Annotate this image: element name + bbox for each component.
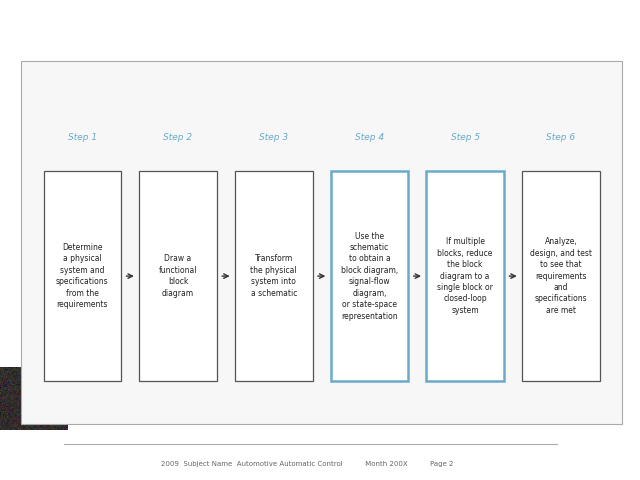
Text: If multiple
blocks, reduce
the block
diagram to a
single block or
closed-loop
sy: If multiple blocks, reduce the block dia… — [437, 237, 493, 315]
Text: Control: Control — [569, 441, 617, 455]
Text: Step 5: Step 5 — [451, 133, 480, 142]
Text: Transform
the physical
system into
a schematic: Transform the physical system into a sch… — [250, 254, 297, 298]
Bar — [44, 171, 121, 381]
Text: Control System Design Cycle: Control System Design Cycle — [14, 17, 397, 41]
Text: Engineering: Engineering — [553, 459, 633, 472]
Bar — [235, 171, 312, 381]
Bar — [426, 171, 504, 381]
Bar — [522, 171, 600, 381]
Text: Determine
a physical
system and
specifications
from the
requirements: Determine a physical system and specific… — [56, 243, 109, 309]
Text: Step 3: Step 3 — [259, 133, 288, 142]
Text: Analyze,
design, and test
to see that
requirements
and
specifications
are met: Analyze, design, and test to see that re… — [530, 237, 592, 315]
Bar — [140, 171, 217, 381]
Text: Use the
schematic
to obtain a
block diagram,
signal-flow
diagram,
or state-space: Use the schematic to obtain a block diag… — [341, 231, 398, 321]
Text: Step 4: Step 4 — [355, 133, 384, 142]
Bar — [331, 171, 408, 381]
Text: 2009  Subject Name  Automotive Automatic Control          Month 200X          Pa: 2009 Subject Name Automotive Automatic C… — [161, 461, 453, 467]
Text: Step 6: Step 6 — [547, 133, 575, 142]
Text: Step 1: Step 1 — [68, 133, 97, 142]
Text: Step 2: Step 2 — [163, 133, 193, 142]
Text: Draw a
functional
block
diagram: Draw a functional block diagram — [159, 254, 197, 298]
